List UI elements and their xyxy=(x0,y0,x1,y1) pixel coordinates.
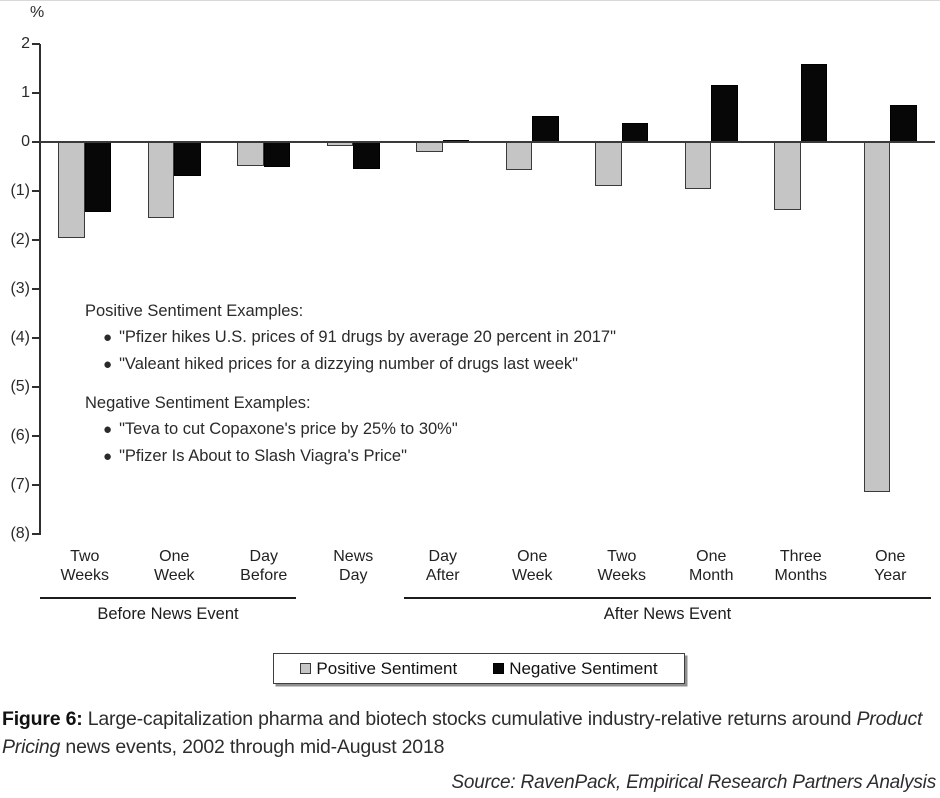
x-tick-label-one-year: One Year xyxy=(874,548,907,584)
x-tick-label-one-week: One Week xyxy=(153,548,195,584)
y-axis-tick xyxy=(32,337,40,339)
bar-negative-sentiment-three-months xyxy=(800,64,828,142)
bar-negative-sentiment-one-week xyxy=(174,142,201,177)
x-tick-label-day-before: Day Before xyxy=(240,548,288,584)
bar-positive-sentiment-two-weeks xyxy=(58,142,85,238)
bar-positive-sentiment-one-week xyxy=(147,142,175,218)
bullet-icon: ● xyxy=(103,448,113,465)
x-tick-label-two-weeks: Two Weeks xyxy=(60,548,110,584)
y-axis-tick xyxy=(32,92,40,94)
y-tick-label: (7) xyxy=(10,476,30,493)
y-axis-tick xyxy=(32,141,40,143)
bar-negative-sentiment-one-month xyxy=(711,84,738,142)
bar-negative-sentiment-two-weeks xyxy=(84,142,112,213)
x-tick-label-one-week: One Week xyxy=(511,548,553,584)
x-tick-label-news-day: News Day xyxy=(333,548,374,584)
source-attribution: Source: RavenPack, Empirical Research Pa… xyxy=(451,772,936,793)
negative-examples-header: Negative Sentiment Examples: xyxy=(85,394,311,412)
bar-negative-sentiment-one-week xyxy=(532,116,559,142)
positive-examples-header: Positive Sentiment Examples: xyxy=(85,302,304,320)
caption-text: Large-capitalization pharma and biotech … xyxy=(82,708,857,730)
bar-positive-sentiment-day-after xyxy=(416,142,443,152)
y-tick-label: (8) xyxy=(10,525,30,542)
bar-positive-sentiment-one-year xyxy=(863,142,891,493)
y-tick-label: (1) xyxy=(10,182,30,199)
group-span-line xyxy=(40,597,296,599)
bullet-icon: ● xyxy=(103,421,113,438)
y-axis-tick xyxy=(32,239,40,241)
group-span-label: After News Event xyxy=(603,605,732,623)
y-axis-tick xyxy=(32,484,40,486)
bar-negative-sentiment-one-year xyxy=(890,105,917,142)
negative-examples-annotation: Negative Sentiment Examples: ● "Teva to c… xyxy=(85,390,458,470)
y-tick-label: 2 xyxy=(21,35,30,52)
negative-example-item: ● "Pfizer Is About to Slash Viagra's Pric… xyxy=(103,447,407,465)
positive-example-item: ● "Pfizer hikes U.S. prices of 91 drugs b… xyxy=(103,328,616,346)
y-tick-label: (5) xyxy=(10,378,30,395)
figure-number-label: Figure 6: xyxy=(2,708,83,730)
bullet-icon: ● xyxy=(103,329,113,346)
group-span-line xyxy=(404,597,931,599)
y-axis-tick xyxy=(32,533,40,535)
bar-positive-sentiment-news-day xyxy=(326,142,354,146)
y-tick-label: (6) xyxy=(10,427,30,444)
bar-positive-sentiment-one-week xyxy=(505,142,533,170)
y-axis-tick xyxy=(32,435,40,437)
positive-examples-annotation: Positive Sentiment Examples: ● "Pfizer hi… xyxy=(85,298,616,378)
y-axis-tick xyxy=(32,190,40,192)
legend-label: Negative Sentiment xyxy=(509,658,658,678)
figure-caption: Figure 6: Large-capitalization pharma an… xyxy=(2,706,938,761)
legend-swatch-icon xyxy=(493,663,505,674)
y-axis-tick xyxy=(32,386,40,388)
y-axis-tick xyxy=(32,43,40,45)
legend-label: Positive Sentiment xyxy=(316,658,458,678)
chart-legend: Positive Sentiment Negative Sentiment xyxy=(273,653,685,684)
caption-text-after: news events, 2002 through mid-August 201… xyxy=(60,735,445,758)
group-span-label: Before News Event xyxy=(97,605,239,623)
bar-negative-sentiment-two-weeks xyxy=(621,122,649,142)
x-tick-label-day-after: Day After xyxy=(425,548,460,584)
y-tick-label: 0 xyxy=(21,133,30,150)
x-tick-label-one-month: One Month xyxy=(689,548,734,584)
negative-example-item: ● "Teva to cut Copaxone's price by 25% to… xyxy=(103,420,458,438)
caption-italic-text: Product Pricing xyxy=(2,708,923,758)
legend-item-positive-sentiment: Positive Sentiment xyxy=(300,659,457,679)
y-tick-label: (2) xyxy=(10,231,30,248)
y-axis-unit-label: % xyxy=(30,4,45,21)
y-axis-line xyxy=(39,44,41,535)
legend-swatch-icon xyxy=(300,663,312,674)
bullet-icon: ● xyxy=(103,356,113,373)
y-tick-label: (4) xyxy=(10,329,30,346)
bar-positive-sentiment-two-weeks xyxy=(595,142,622,187)
bar-positive-sentiment-three-months xyxy=(774,142,801,210)
x-tick-label-two-weeks: Two Weeks xyxy=(597,548,647,584)
zero-baseline xyxy=(40,141,935,143)
y-axis-tick xyxy=(32,288,40,290)
legend-item-negative-sentiment: Negative Sentiment xyxy=(493,658,658,679)
y-tick-label: (3) xyxy=(10,280,30,297)
bar-positive-sentiment-day-before xyxy=(237,142,264,166)
x-tick-label-three-months: Three Months xyxy=(774,548,827,584)
y-tick-label: 1 xyxy=(21,84,30,101)
bar-negative-sentiment-news-day xyxy=(353,142,380,169)
bar-negative-sentiment-day-before xyxy=(263,142,291,168)
bar-chart: % 2 1 0 (1) (2) (3) (4) (5) (6) (7) (8) Positive S… xyxy=(0,1,940,701)
bar-positive-sentiment-one-month xyxy=(684,142,712,190)
positive-example-item: ● "Valeant hiked prices for a dizzying nu… xyxy=(103,355,579,373)
